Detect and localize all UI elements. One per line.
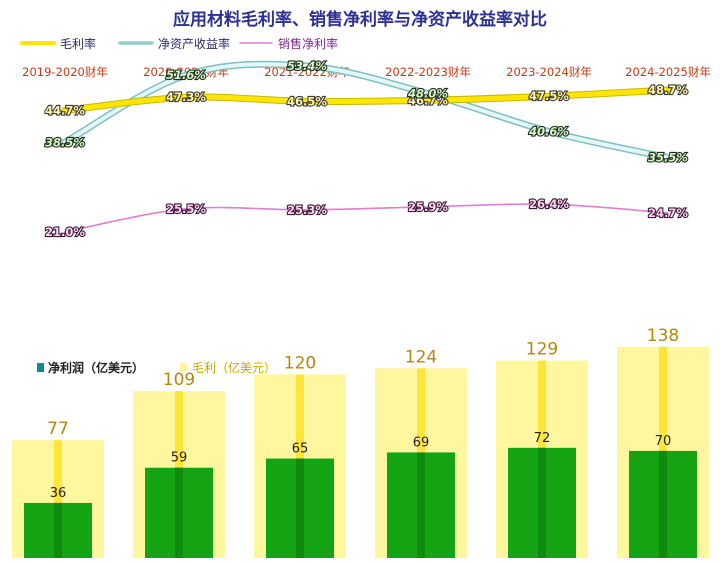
- bar-net-profit-stripe-3: [417, 452, 425, 558]
- bar-net-profit-stripe-2: [296, 458, 304, 558]
- data-label-s2-1: 25.5%: [166, 202, 206, 216]
- bar-label-net-2: 65: [292, 442, 309, 457]
- legend-label-2: 销售净利率: [278, 36, 338, 51]
- bar-label-net-0: 36: [50, 486, 67, 501]
- category-label-0: 2019-2020财年: [22, 65, 108, 79]
- data-label-s2-5: 24.7%: [648, 206, 688, 220]
- bar-label-net-4: 72: [534, 431, 551, 446]
- bar-label-gross-4: 129: [526, 340, 558, 360]
- data-label-s0-4: 47.5%: [529, 89, 569, 103]
- legend-label-1: 净资产收益率: [158, 36, 230, 51]
- bar-label-gross-0: 77: [47, 419, 69, 439]
- bar-label-gross-2: 120: [284, 353, 316, 373]
- data-label-s0-0: 44.7%: [45, 104, 85, 118]
- bar-net-profit-stripe-1: [175, 467, 183, 558]
- data-label-s0-1: 47.3%: [166, 90, 206, 104]
- series-line-gross-margin: [62, 87, 671, 114]
- data-label-s1-1: 51.6%: [166, 68, 206, 82]
- bar-label-gross-5: 138: [647, 326, 679, 346]
- legend-label-gross-profit: 毛利（亿美元）: [192, 360, 276, 375]
- bar-net-profit-stripe-4: [538, 447, 546, 558]
- bar-gross-profit-stripe-0: [54, 440, 62, 558]
- data-label-s2-4: 26.4%: [529, 197, 569, 211]
- bar-label-net-5: 70: [655, 434, 672, 449]
- series-line-roe: [63, 62, 670, 160]
- data-label-s0-5: 48.7%: [648, 83, 688, 97]
- data-label-s1-3: 48.0%: [407, 87, 448, 101]
- legend-label-net-profit: 净利润（亿美元）: [48, 360, 144, 375]
- data-label-s2-2: 25.3%: [287, 203, 327, 217]
- data-label-s1-4: 40.6%: [528, 125, 569, 139]
- bar-label-net-1: 59: [171, 451, 188, 466]
- series-line-net-margin: [64, 203, 669, 233]
- data-label-s1-5: 35.5%: [648, 151, 688, 165]
- data-label-s1-0: 38.5%: [45, 135, 85, 149]
- bar-net-profit-stripe-0: [54, 502, 62, 558]
- data-label-s0-3: 46.7%: [408, 93, 448, 107]
- legend-swatch-net-profit: [37, 363, 44, 372]
- legend-label-0: 毛利率: [60, 36, 96, 51]
- legend-swatch-gross-profit: [180, 363, 187, 372]
- bar-label-gross-1: 109: [163, 370, 195, 390]
- category-label-4: 2023-2024财年: [506, 65, 592, 79]
- category-label-3: 2022-2023财年: [385, 65, 471, 79]
- data-label-s1-2: 53.4%: [287, 59, 327, 73]
- category-label-5: 2024-2025财年: [625, 65, 711, 79]
- data-label-s2-0: 21.0%: [45, 225, 85, 239]
- bar-label-gross-3: 124: [405, 347, 437, 367]
- bar-net-profit-stripe-5: [659, 450, 667, 558]
- bar-label-net-3: 69: [413, 435, 430, 450]
- data-label-s2-3: 25.9%: [408, 200, 448, 214]
- chart-title: 应用材料毛利率、销售净利率与净资产收益率对比: [173, 9, 547, 30]
- data-label-s0-2: 46.5%: [287, 94, 327, 108]
